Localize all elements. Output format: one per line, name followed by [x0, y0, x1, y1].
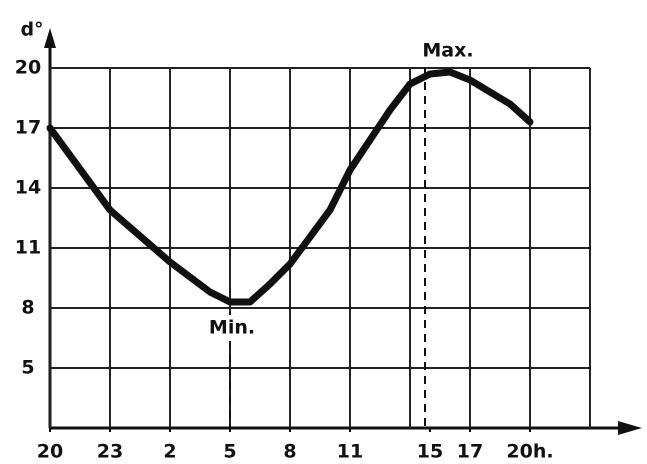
line: [46, 68, 534, 306]
y-tick-label: 8: [21, 297, 34, 319]
label-bg: [415, 38, 479, 64]
y-tick-label: 11: [15, 237, 41, 259]
annotation: Max.: [422, 40, 473, 62]
x-tick-label: 15: [417, 441, 443, 463]
x-tick-label: 23: [97, 441, 123, 463]
y-axis-label: d°: [20, 19, 43, 41]
x-tick-label: 11: [337, 441, 363, 463]
label-bg: [202, 315, 260, 341]
annotation: Min.: [209, 317, 255, 339]
x-axis-arrow: [618, 421, 642, 435]
x-tick-label: 5: [223, 441, 236, 463]
x-tick-label: 20: [37, 441, 63, 463]
y-tick-label: 17: [15, 117, 41, 139]
x-tick-label: 2: [163, 441, 176, 463]
x-tick-label: 20h.: [506, 441, 553, 463]
y-axis-arrow: [44, 28, 56, 48]
y-tick-label: 5: [21, 357, 34, 379]
y-tick-label: 20: [15, 57, 41, 79]
x-tick-label: 8: [283, 441, 296, 463]
x-tick-label: 17: [457, 441, 483, 463]
y-tick-label: 14: [15, 177, 41, 199]
